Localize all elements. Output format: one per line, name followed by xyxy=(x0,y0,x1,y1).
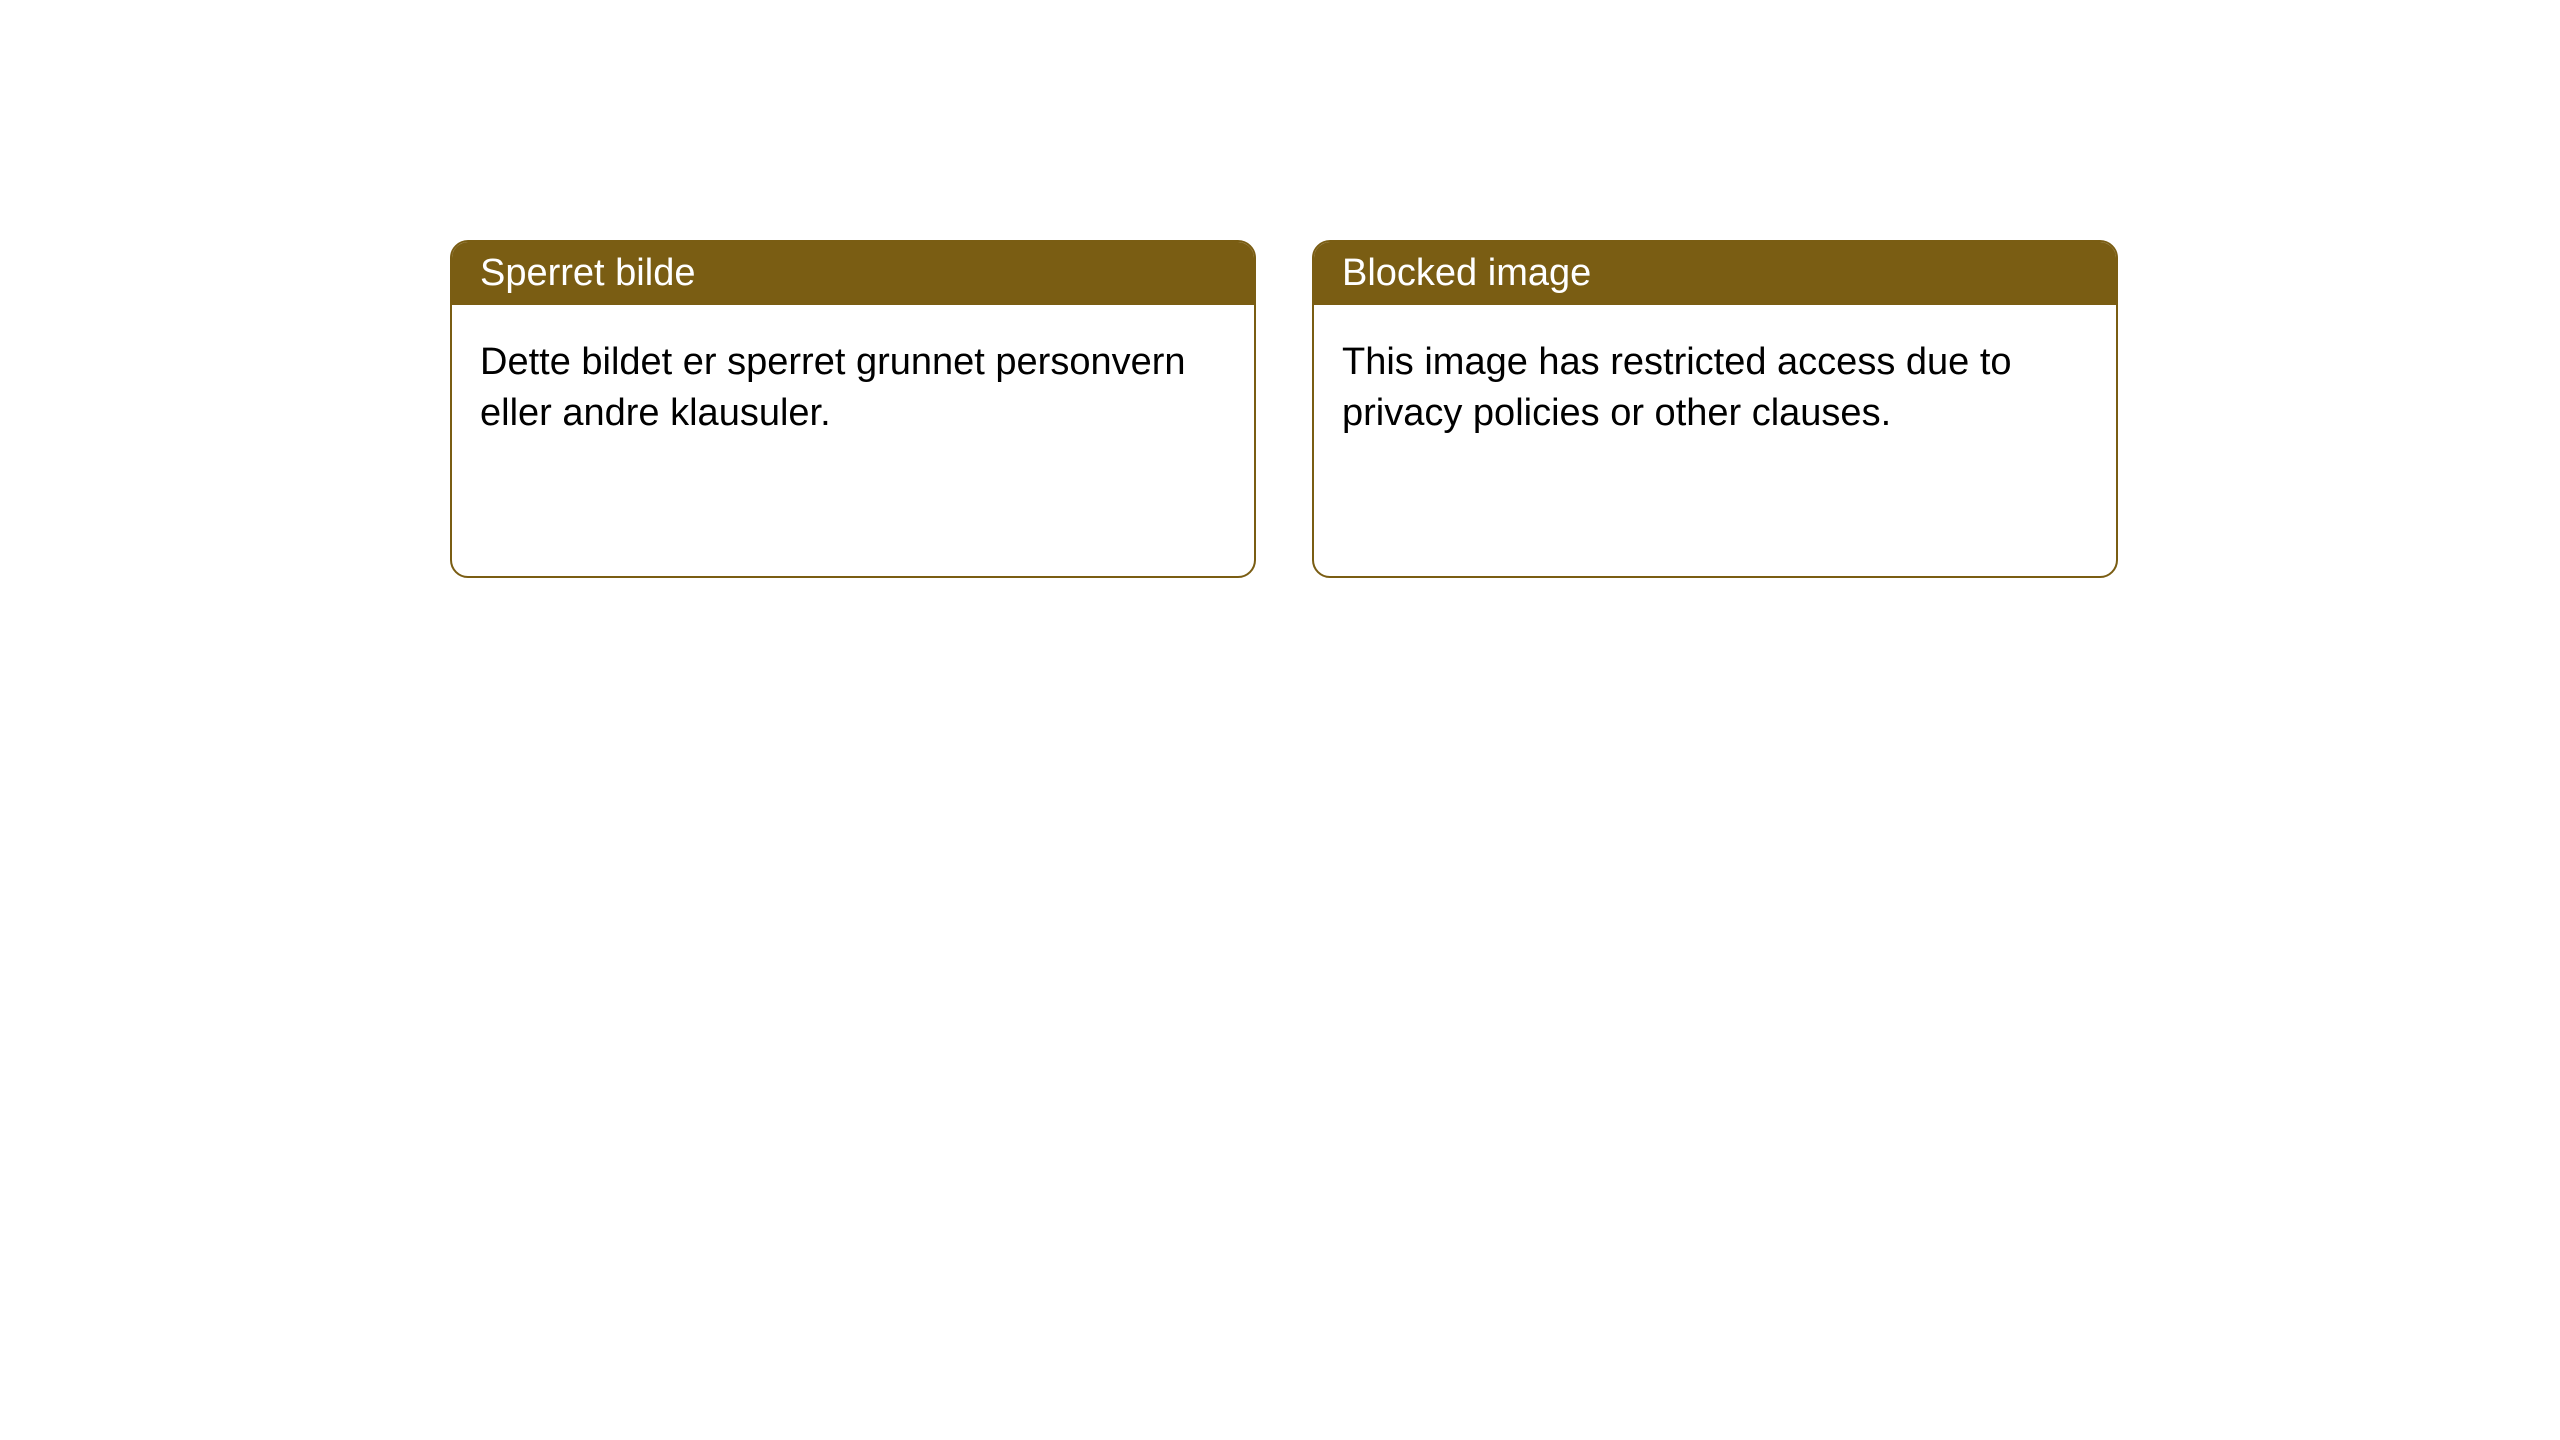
card-body: Dette bildet er sperret grunnet personve… xyxy=(452,305,1254,472)
card-body-text: This image has restricted access due to … xyxy=(1342,341,2012,434)
card-body: This image has restricted access due to … xyxy=(1314,305,2116,472)
card-title: Blocked image xyxy=(1342,252,1591,294)
card-body-text: Dette bildet er sperret grunnet personve… xyxy=(480,341,1186,434)
card-header: Sperret bilde xyxy=(452,242,1254,305)
blocked-image-card-no: Sperret bilde Dette bildet er sperret gr… xyxy=(450,240,1256,578)
card-title: Sperret bilde xyxy=(480,252,695,294)
cards-container: Sperret bilde Dette bildet er sperret gr… xyxy=(450,240,2118,578)
blocked-image-card-en: Blocked image This image has restricted … xyxy=(1312,240,2118,578)
card-header: Blocked image xyxy=(1314,242,2116,305)
